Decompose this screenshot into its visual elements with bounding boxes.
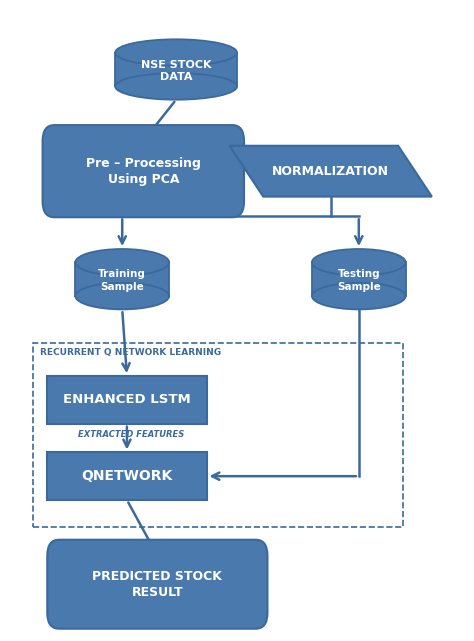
Text: EXTRACTED FEATURES: EXTRACTED FEATURES [79, 430, 185, 439]
Ellipse shape [75, 249, 169, 276]
Ellipse shape [312, 249, 406, 276]
FancyBboxPatch shape [47, 540, 267, 629]
Text: QNETWORK: QNETWORK [81, 469, 173, 483]
Ellipse shape [312, 283, 406, 310]
Bar [33, 343, 403, 527]
FancyBboxPatch shape [47, 376, 207, 424]
Text: ENHANCED LSTM: ENHANCED LSTM [63, 394, 191, 406]
Ellipse shape [115, 73, 237, 100]
Text: Pre – Processing
Using PCA: Pre – Processing Using PCA [86, 156, 201, 186]
Text: Training
Sample: Training Sample [98, 269, 146, 292]
Ellipse shape [75, 283, 169, 310]
Text: NORMALIZATION: NORMALIZATION [272, 165, 389, 178]
Bar [115, 53, 237, 87]
FancyBboxPatch shape [47, 453, 207, 500]
Polygon shape [229, 146, 432, 197]
Text: RECURRENT Q NETWORK LEARNING: RECURRENT Q NETWORK LEARNING [40, 348, 221, 357]
Bar [75, 262, 169, 296]
Bar [312, 262, 406, 296]
Text: PREDICTED STOCK
RESULT: PREDICTED STOCK RESULT [92, 570, 222, 599]
Text: Testing
Sample: Testing Sample [337, 269, 381, 292]
FancyBboxPatch shape [43, 125, 244, 217]
Text: NSE STOCK
DATA: NSE STOCK DATA [141, 60, 211, 82]
Ellipse shape [115, 39, 237, 66]
